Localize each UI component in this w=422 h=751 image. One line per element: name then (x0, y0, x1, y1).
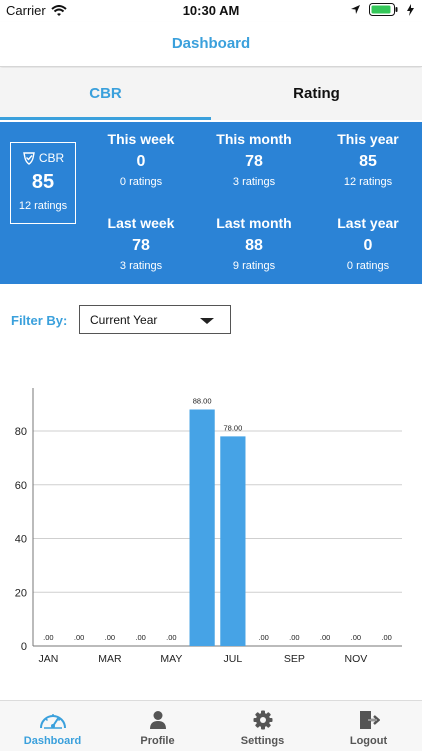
stat-value: 0 (363, 237, 373, 254)
stat-last-week: Last week 78 3 ratings (86, 215, 196, 272)
data-label: .00 (166, 633, 176, 642)
data-label: .00 (258, 633, 268, 642)
tabbar-label: Settings (240, 735, 285, 747)
monthly-bar-chart: 0 20 40 60 80 .00 .00 .00 .00 .00 88.00 78.00 .00 .00… (15, 388, 402, 665)
data-label: 88.00 (193, 397, 212, 406)
y-tick-label: 20 (15, 587, 27, 599)
stat-value: 78 (132, 237, 150, 254)
gear-icon (253, 710, 272, 730)
stat-value: 78 (245, 153, 263, 170)
tabbar-profile[interactable]: Profile (105, 701, 210, 751)
tab-cbr[interactable]: CBR (89, 85, 122, 102)
tabbar-label: Profile (140, 735, 175, 747)
cbr-badge-value: 85 (31, 171, 55, 193)
stat-count: 0 ratings (346, 260, 390, 272)
y-tick-label: 60 (15, 480, 27, 492)
cbr-badge-label: CBR (38, 151, 65, 165)
wifi-icon (51, 4, 67, 16)
data-label: .00 (43, 633, 53, 642)
tabbar-logout[interactable]: Logout (316, 701, 421, 751)
speedometer-icon (39, 714, 66, 729)
chevron-down-icon (200, 318, 214, 324)
bar-jun (189, 409, 215, 646)
data-label: .00 (289, 633, 299, 642)
x-tick-label: JAN (38, 653, 58, 665)
battery-icon (369, 3, 398, 16)
stat-count: 9 ratings (232, 260, 276, 272)
stat-label: This year (337, 131, 399, 147)
summary-panel: CBR 85 12 ratings This week 0 0 ratings … (0, 122, 422, 284)
stat-this-month: This month 78 3 ratings (199, 131, 309, 188)
stat-count: 3 ratings (119, 260, 163, 272)
logout-icon (359, 711, 380, 729)
shield-check-icon (22, 152, 35, 165)
stat-value: 0 (136, 153, 146, 170)
tabbar-label: Logout (349, 735, 388, 747)
data-label: .00 (320, 633, 330, 642)
stat-last-year: Last year 0 0 ratings (313, 215, 422, 272)
x-tick-label: MAR (98, 653, 122, 665)
cbr-badge-header: CBR (11, 151, 75, 165)
page-title: Dashboard (171, 35, 251, 52)
tabbar-dashboard[interactable]: Dashboard (0, 701, 105, 751)
year-filter-dropdown[interactable]: Current Year (79, 305, 231, 334)
x-tick-label: SEP (284, 653, 305, 665)
active-tab-indicator (0, 117, 211, 120)
stat-label: Last week (107, 215, 175, 231)
y-tick-label: 0 (21, 641, 27, 653)
data-label: 78.00 (223, 423, 242, 432)
navigation-bar: Dashboard (0, 22, 422, 67)
stat-count: 3 ratings (232, 176, 276, 188)
tab-rating[interactable]: Rating (293, 85, 340, 102)
y-tick-label: 80 (15, 426, 27, 438)
stat-label: Last month (216, 215, 292, 231)
stat-this-week: This week 0 0 ratings (86, 131, 196, 188)
status-right-group (350, 3, 414, 16)
x-tick-label: JUL (224, 653, 243, 665)
stat-count: 12 ratings (343, 176, 393, 188)
location-arrow-icon (351, 5, 360, 14)
tabbar-label: Dashboard (23, 735, 82, 747)
cbr-badge-ratings: 12 ratings (18, 200, 68, 212)
data-label: .00 (105, 633, 115, 642)
tabbar-settings[interactable]: Settings (210, 701, 315, 751)
data-label: .00 (351, 633, 361, 642)
bar-jul (220, 436, 246, 646)
charging-bolt-icon (407, 3, 414, 16)
stat-label: Last year (337, 215, 399, 231)
carrier-group: Carrier (6, 3, 67, 18)
stat-count: 0 ratings (119, 176, 163, 188)
dropdown-selected-value: Current Year (90, 313, 158, 327)
filter-label: Filter By: (11, 313, 68, 328)
status-time: 10:30 AM (182, 3, 240, 18)
stat-value: 85 (359, 153, 377, 170)
y-tick-label: 40 (15, 534, 27, 546)
bottom-tab-bar: Dashboard Profile (0, 700, 422, 751)
person-icon (149, 711, 166, 729)
stat-this-year: This year 85 12 ratings (313, 131, 422, 188)
x-tick-label: MAY (160, 653, 182, 665)
stat-value: 88 (245, 237, 263, 254)
data-label: .00 (135, 633, 145, 642)
tab-strip: CBR Rating (0, 68, 422, 120)
stat-last-month: Last month 88 9 ratings (199, 215, 309, 272)
stat-label: This month (216, 131, 292, 147)
carrier-label: Carrier (6, 3, 46, 18)
x-tick-label: NOV (344, 653, 367, 665)
status-bar: Carrier 10:30 AM (0, 0, 422, 22)
data-label: .00 (74, 633, 84, 642)
data-label: .00 (381, 633, 391, 642)
stat-label: This week (107, 131, 175, 147)
cbr-score-badge: CBR 85 12 ratings (10, 142, 76, 224)
